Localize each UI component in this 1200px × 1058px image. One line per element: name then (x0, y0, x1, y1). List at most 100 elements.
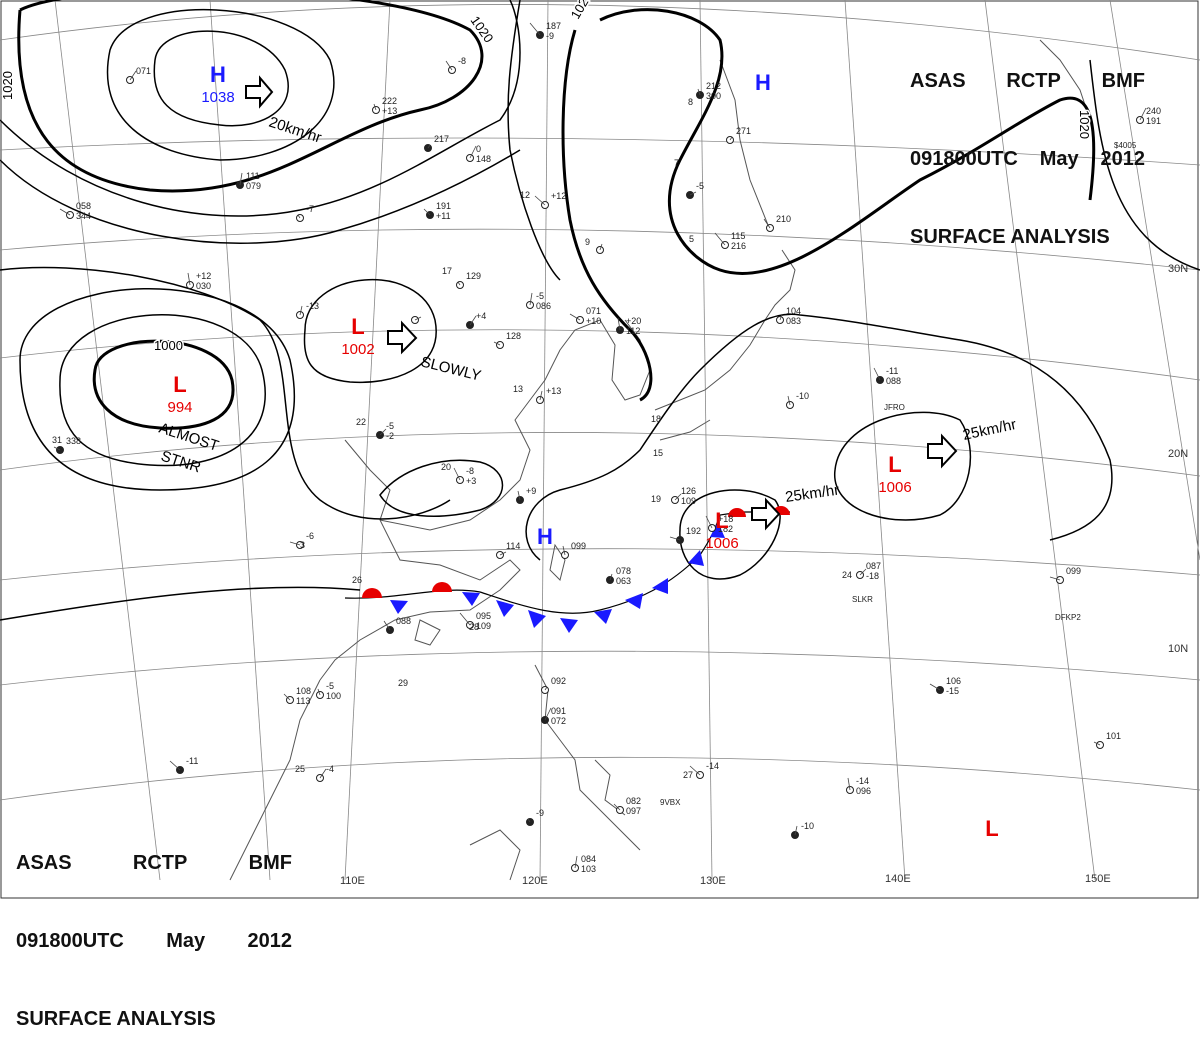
station-temperature: 27 (683, 770, 693, 780)
station-temperature: 29 (398, 678, 408, 688)
station-temperature: 20 (441, 462, 451, 472)
longitude-line (539, 0, 549, 881)
wind-barb (534, 195, 546, 206)
wind-barb (187, 272, 191, 286)
station-tendency: 030 (196, 281, 211, 291)
station-pressure: 058 (76, 201, 91, 211)
low-center-letter: L (888, 452, 901, 477)
isobar (0, 586, 361, 621)
wind-barb (459, 612, 471, 626)
station-pressure: 095 (476, 611, 491, 621)
header-bottom-left: ASAS RCTP BMF 091800UTC May 2012 SURFACE… (16, 798, 292, 1058)
station-id: DFKP2 (1055, 613, 1081, 622)
warm-front-symbol (432, 582, 452, 592)
station-pressure: +12 (551, 191, 566, 201)
center-pressure-value: 994 (167, 399, 192, 416)
isobar (679, 489, 781, 580)
station-id: $4005 (1114, 141, 1137, 150)
station-pressure: +12 (196, 271, 211, 281)
latitude-line (0, 228, 1200, 271)
header-station: RCTP (1006, 70, 1061, 92)
motion-arrow (927, 433, 958, 469)
wind-barb (457, 281, 461, 286)
station-tendency: -2 (386, 431, 394, 441)
wind-barb (283, 693, 291, 701)
map-frame (0, 0, 1199, 899)
isobar-1020 (599, 8, 1096, 276)
station-pressure: +13 (546, 386, 561, 396)
wind-barb (1049, 576, 1061, 581)
borneo-coast (469, 829, 521, 881)
isobar (303, 279, 437, 384)
station-pressure: 071 (136, 66, 151, 76)
station-pressure: +4 (476, 311, 486, 321)
wind-barb (705, 515, 713, 529)
isobar-label: 1000 (154, 338, 183, 353)
isobar (379, 459, 504, 517)
motion-arrow (387, 320, 418, 355)
header-time: 091800UTC (910, 148, 1018, 170)
wind-barb (129, 70, 137, 81)
longitude-label: 150E (1085, 873, 1111, 885)
header-year: 2012 (247, 930, 293, 952)
station-tendency: 096 (856, 786, 871, 796)
cold-front-symbol (560, 618, 578, 633)
station-tendency: 216 (731, 241, 746, 251)
station-temperature: 26 (352, 575, 362, 585)
station-pressure: -4 (326, 764, 334, 774)
warm-front-symbol (728, 508, 746, 517)
station-temperature: 7 (674, 158, 679, 168)
wind-barb (847, 777, 851, 791)
high-center-letter: H (755, 70, 771, 95)
station-pressure: 111 (246, 171, 260, 181)
station-pressure: 222 (382, 96, 397, 106)
pressure-centers: H 1038 H H L 1002 L 994 L 1006 L 1006 L (167, 62, 998, 841)
station-pressure: 114 (506, 541, 520, 551)
isobar (106, 8, 335, 161)
wind-barb (729, 136, 733, 141)
china-coast-north (379, 319, 601, 531)
isobar (19, 287, 295, 491)
wind-barb (544, 707, 552, 721)
wind-barb (383, 620, 391, 631)
station-tendency: 097 (626, 806, 641, 816)
wind-barb (423, 208, 431, 216)
station-pressure: -5 (696, 181, 704, 191)
motion-label: 25km/hr (784, 482, 840, 506)
center-pressure-value: 1006 (705, 535, 738, 552)
wind-barb (599, 243, 603, 251)
station-pressure: -11 (186, 756, 198, 766)
station-tendency: 113 (296, 696, 310, 706)
isobar (507, 0, 561, 281)
station-tendency: 083 (786, 316, 801, 326)
station-temperature: 5 (689, 234, 694, 244)
station-pressure: -5 (386, 421, 394, 431)
station-pressure: +20 (626, 316, 641, 326)
station-pressure: 0 (476, 144, 481, 154)
station-temperature: 12 (520, 190, 530, 200)
wind-barb (609, 573, 613, 581)
station-id: 9VBX (660, 798, 681, 807)
cold-front-symbol (710, 522, 725, 538)
station-pressure: -8 (466, 466, 474, 476)
wind-barb (689, 765, 701, 776)
station-pressure: 271 (736, 126, 751, 136)
center-pressure-value: 1038 (201, 89, 234, 106)
longitude-label: 120E (522, 875, 548, 887)
wind-barb (873, 367, 881, 381)
japan-kyushu (659, 419, 711, 441)
wind-barb (529, 22, 541, 36)
isobar-label: 1020 (1077, 110, 1092, 139)
station-pressure: 071 (586, 306, 601, 316)
latitude-label: 10N (1168, 643, 1188, 655)
station-pressure: 088 (396, 616, 411, 626)
longitude-line (699, 0, 713, 881)
station-pressure: 078 (616, 566, 631, 576)
station-pressure: 082 (626, 796, 641, 806)
station-tendency: 344 (76, 211, 91, 221)
station-temperature: 31 (52, 435, 62, 445)
station-tendency: 100 (326, 691, 341, 701)
station-tendency: -15 (946, 686, 959, 696)
station-pressure: -14 (706, 761, 719, 771)
station-pressure: -14 (856, 776, 869, 786)
